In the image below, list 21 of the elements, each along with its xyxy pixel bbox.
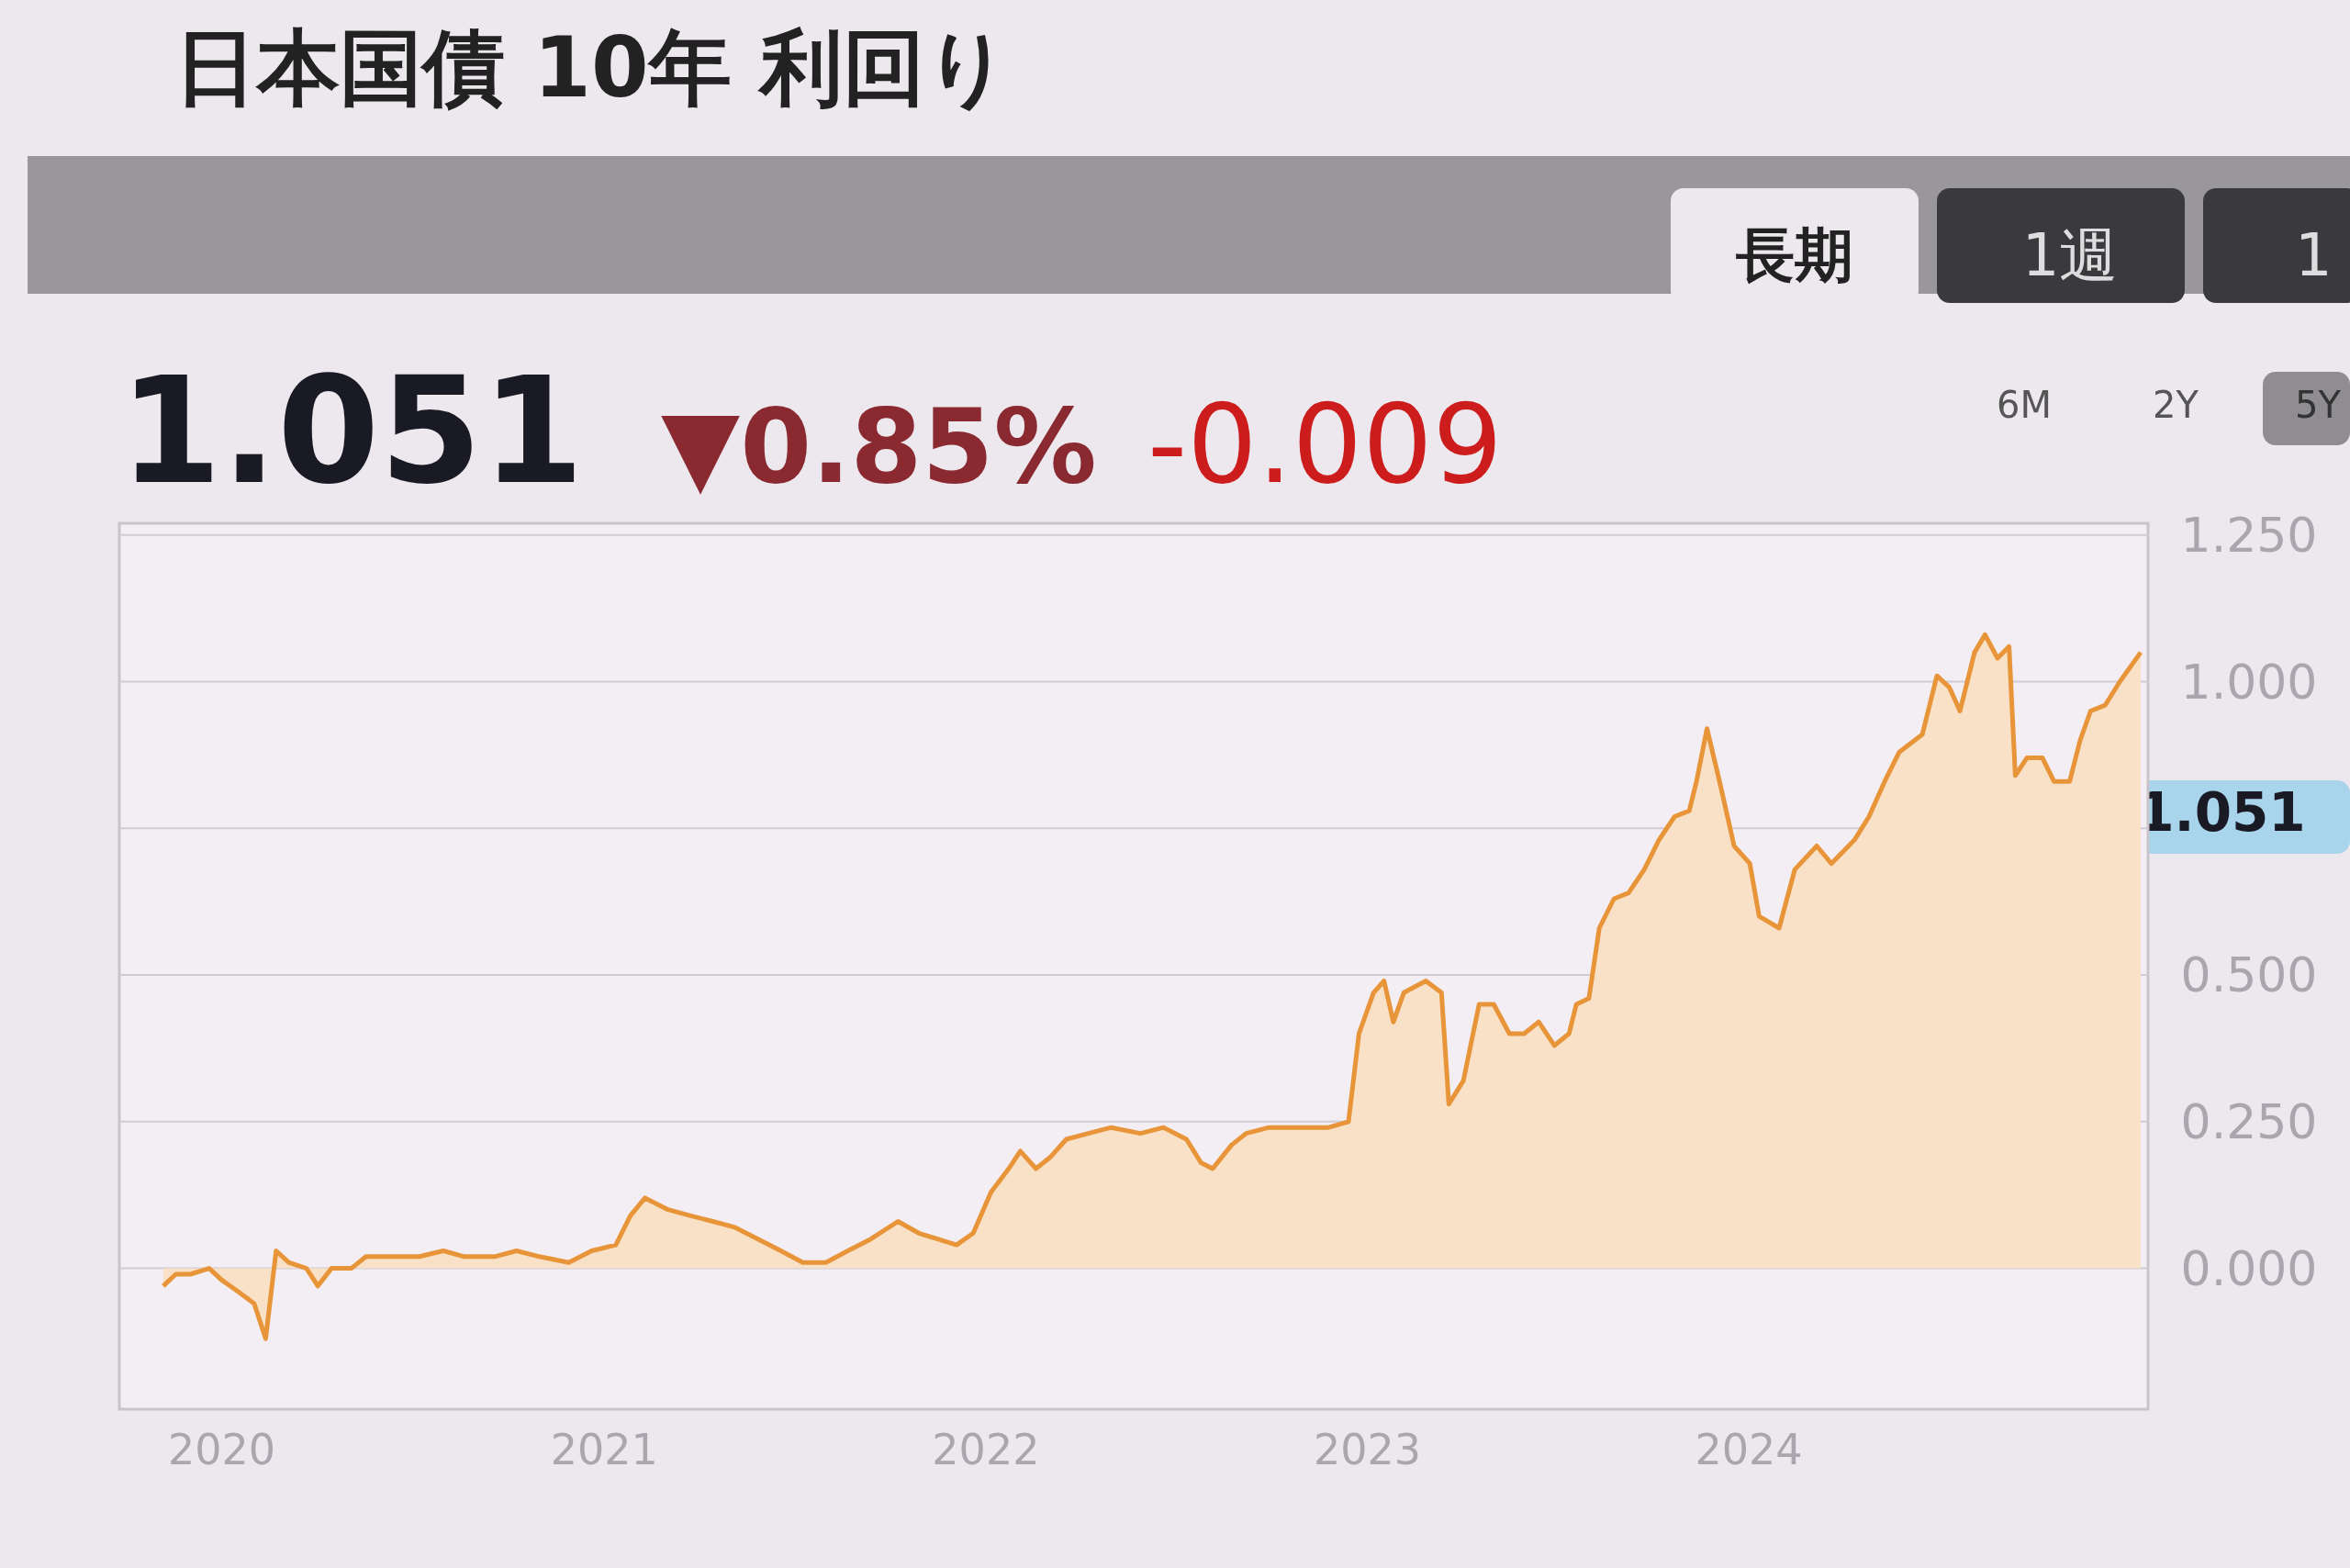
x-tick-label: 2020 bbox=[168, 1425, 276, 1474]
x-tick-label: 2024 bbox=[1695, 1425, 1803, 1474]
text: -0.009 bbox=[1147, 380, 1503, 508]
annotation: 1.051 bbox=[2137, 781, 2306, 844]
x-tick-label: 2023 bbox=[1313, 1425, 1422, 1474]
text: 1週 bbox=[2021, 221, 2119, 289]
text: 長期 bbox=[1735, 221, 1853, 289]
text: 1.051 bbox=[119, 345, 585, 517]
text: 5Y bbox=[2295, 384, 2342, 426]
x-tick-label: 2021 bbox=[550, 1425, 658, 1474]
text: 1 bbox=[2295, 221, 2333, 289]
chart-title: 日本国債 10年 利回り bbox=[174, 19, 1010, 116]
y-tick-label: 0.250 bbox=[2180, 1093, 2318, 1149]
y-tick-label: 1.250 bbox=[2180, 507, 2318, 563]
y-tick-label: 1.000 bbox=[2180, 654, 2318, 710]
text: ▼0.85% bbox=[661, 386, 1097, 506]
text: 2Y bbox=[2153, 384, 2199, 426]
y-tick-label: 0.000 bbox=[2180, 1240, 2318, 1296]
y-tick-label: 0.500 bbox=[2180, 947, 2318, 1003]
x-tick-label: 2022 bbox=[932, 1425, 1040, 1474]
text: 6M bbox=[1997, 384, 2052, 426]
